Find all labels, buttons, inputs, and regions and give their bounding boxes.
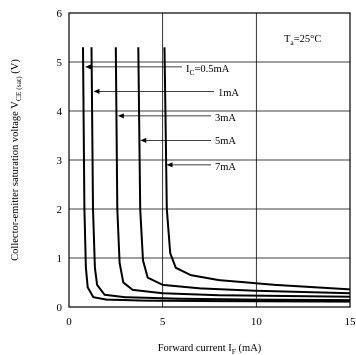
leader-arrowhead-0 xyxy=(85,64,92,70)
series-label-rest: =0.5mA xyxy=(195,64,230,75)
x-axis-label-sub: F xyxy=(232,347,236,355)
x-tick-label-0: 0 xyxy=(66,316,72,328)
temperature-condition: Ta=25°C xyxy=(284,34,321,47)
tick-labels: 0 5 10 15 0 1 2 3 4 5 6 xyxy=(57,8,356,328)
series-label-main: 5mA xyxy=(215,136,236,147)
y-tick-label-1: 1 xyxy=(57,253,63,265)
leader-arrowhead-1 xyxy=(93,88,100,94)
series-curves xyxy=(82,47,351,303)
y-tick-label-3: 3 xyxy=(57,155,63,167)
series-label-main: 7mA xyxy=(215,162,236,173)
x-axis-label: Forward current IF (mA) xyxy=(158,343,262,355)
y-axis-label-main: Collector-emitter saturation voltage V xyxy=(10,101,21,261)
label-arrows xyxy=(85,64,214,168)
leader-arrowhead-2 xyxy=(117,113,124,119)
x-tick-label-1: 5 xyxy=(160,316,166,328)
y-axis-label-unit: (V) xyxy=(10,59,21,77)
x-tick-label-3: 15 xyxy=(345,316,356,328)
condition-rest: =25°C xyxy=(294,34,322,45)
grid-lines xyxy=(68,12,351,308)
series-line-4 xyxy=(163,47,351,291)
y-axis-label: Collector-emitter saturation voltage VCE… xyxy=(10,59,23,261)
series-label-main: 3mA xyxy=(215,113,236,124)
y-tick-label-2: 2 xyxy=(57,204,63,216)
y-tick-label-5: 5 xyxy=(57,57,63,69)
y-tick-label-4: 4 xyxy=(57,106,63,118)
y-axis-label-sub: CE (sat) xyxy=(14,76,23,101)
series-line-1 xyxy=(90,47,351,302)
x-axis-label-unit: (mA) xyxy=(236,343,262,354)
condition-sub: a xyxy=(290,38,294,47)
leader-arrowhead-3 xyxy=(140,137,147,143)
leader-arrowhead-4 xyxy=(166,162,173,168)
series-line-3 xyxy=(137,47,351,295)
series-label-4: 7mA xyxy=(215,162,236,173)
x-axis-label-main: Forward current I xyxy=(158,343,233,354)
series-line-0 xyxy=(82,47,351,303)
series-label-main: 1mA xyxy=(218,88,239,99)
plot-frame xyxy=(68,12,351,308)
series-labels: IC=0.5mA 1mA 3mA 5mA 7mA xyxy=(186,64,239,173)
series-label-main: I xyxy=(186,64,190,75)
condition-main: T xyxy=(284,34,291,45)
x-tick-label-2: 10 xyxy=(251,316,263,328)
series-label-sub: C xyxy=(190,68,195,77)
series-line-2 xyxy=(114,47,351,298)
y-tick-label-0: 0 xyxy=(57,302,63,314)
series-label-1: 1mA xyxy=(218,88,239,99)
series-label-2: 3mA xyxy=(215,113,236,124)
series-label-3: 5mA xyxy=(215,136,236,147)
series-label-0: IC=0.5mA xyxy=(186,64,230,77)
y-tick-label-6: 6 xyxy=(57,8,63,20)
